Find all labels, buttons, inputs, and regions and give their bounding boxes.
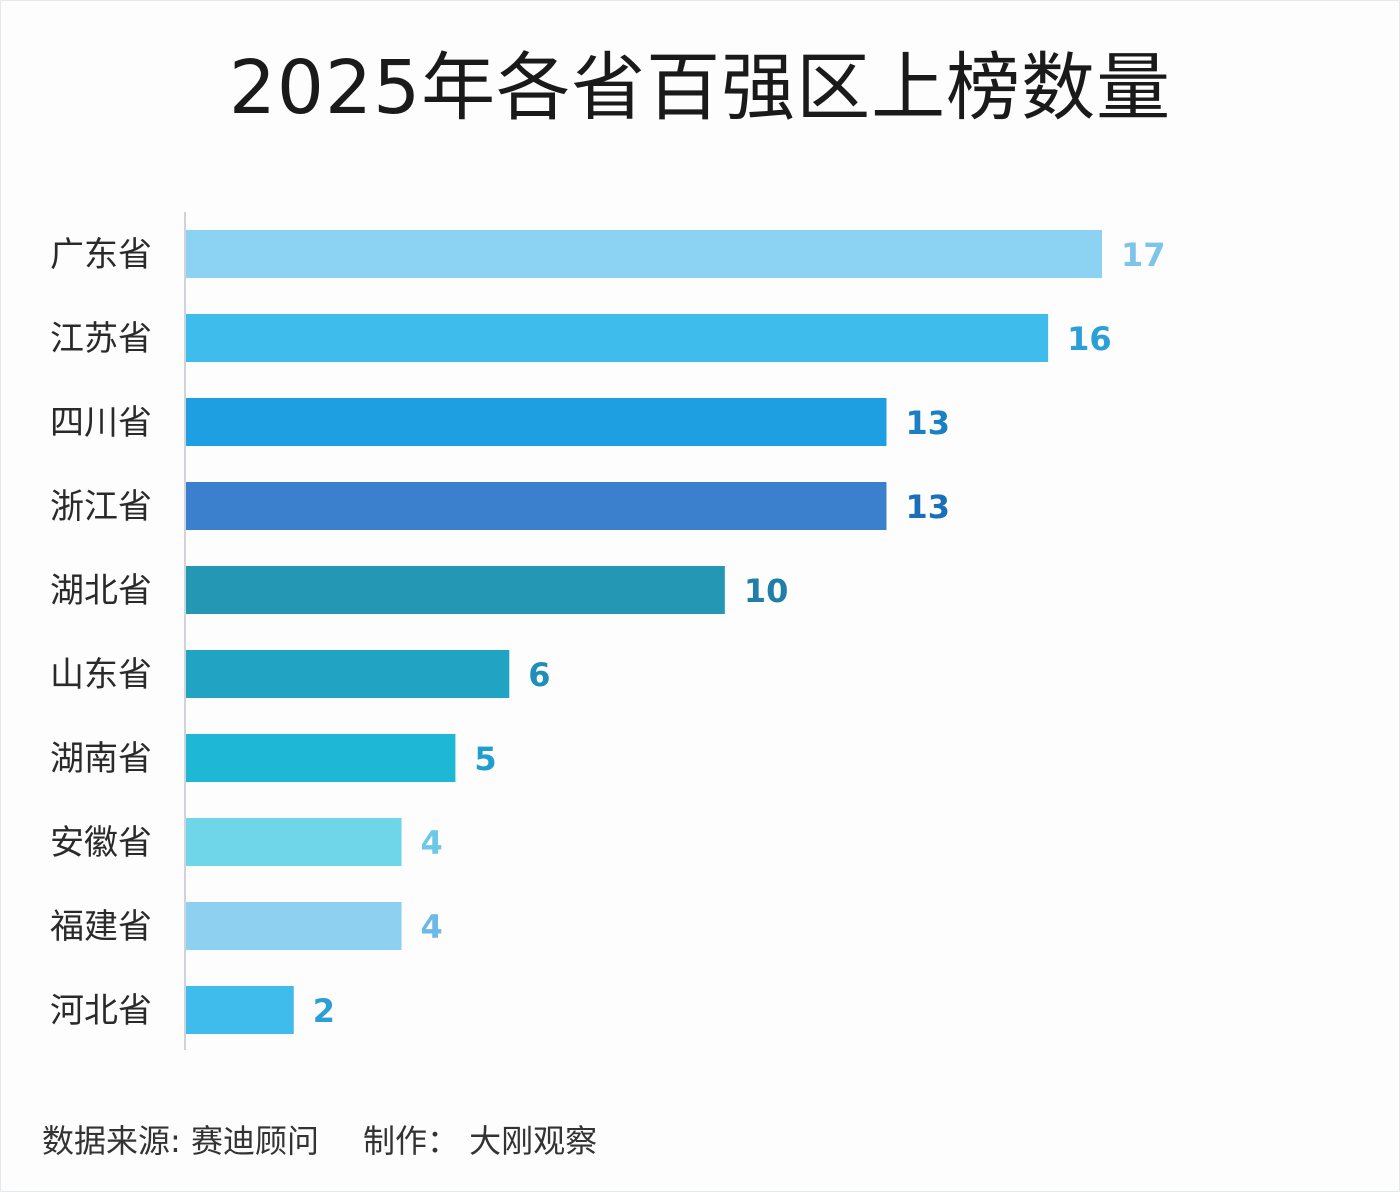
category-label: 广东省 [50,235,152,275]
category-label: 福建省 [50,907,152,947]
author-note: 制作： 大刚观察 [362,1122,598,1160]
value-label: 2 [313,992,335,1030]
bar [186,650,510,698]
bar [186,818,402,866]
value-label: 4 [421,908,443,946]
bar [186,230,1102,278]
bar [186,566,725,614]
bar [186,986,294,1034]
bar [186,314,1049,362]
category-label: 湖南省 [50,739,152,779]
bar [186,482,887,530]
category-label: 河北省 [50,991,152,1031]
source-note: 数据来源: 赛迪顾问 [42,1122,319,1160]
category-label: 浙江省 [50,487,152,527]
chart-title: 2025年各省百强区上榜数量 [228,45,1172,131]
value-label: 17 [1121,236,1166,274]
category-label: 四川省 [50,403,152,443]
category-label: 安徽省 [50,823,152,863]
category-label: 湖北省 [50,571,152,611]
chart-footer: 数据来源: 赛迪顾问 制作： 大刚观察 [42,1116,597,1162]
value-label: 10 [744,572,789,610]
bar [186,902,402,950]
value-label: 4 [421,824,443,862]
value-label: 6 [528,656,550,694]
value-label: 16 [1067,320,1112,358]
bar [186,398,887,446]
value-label: 13 [905,404,950,442]
value-label: 13 [905,488,950,526]
category-label: 江苏省 [50,319,152,359]
bar [186,734,456,782]
category-label: 山东省 [50,655,152,695]
value-label: 5 [474,740,496,778]
